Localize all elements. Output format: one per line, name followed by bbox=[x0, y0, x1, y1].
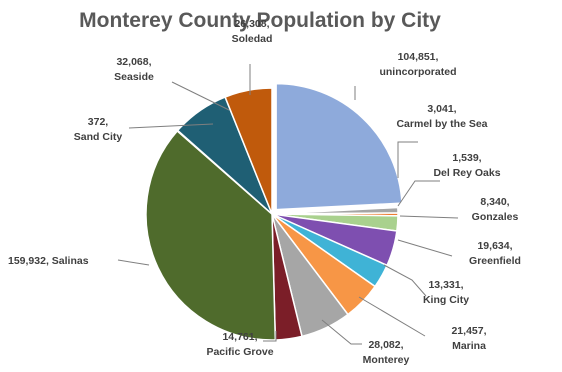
slice-unincorporated bbox=[275, 82, 403, 211]
data-label: 159,932, Salinas bbox=[8, 255, 89, 267]
data-label: 19,634, Greenfield bbox=[469, 240, 521, 267]
data-label: 21,457, Marina bbox=[451, 325, 486, 352]
data-label: 372, Sand City bbox=[74, 116, 123, 143]
leader-line bbox=[117, 259, 150, 266]
chart-title: Monterey County Population by City bbox=[79, 9, 441, 32]
leader-line bbox=[397, 239, 453, 257]
leader-line bbox=[397, 180, 440, 207]
data-labels: 104,851, unincorporated 3,041, Carmel by th… bbox=[8, 18, 521, 366]
leader-line bbox=[397, 141, 418, 178]
data-label: 14,761, Pacific Grove bbox=[206, 331, 273, 358]
data-label: 8,340, Gonzales bbox=[472, 196, 519, 223]
leader-line bbox=[383, 264, 427, 297]
leader-line bbox=[321, 319, 362, 345]
data-label: 3,041, Carmel by the Sea bbox=[396, 103, 487, 130]
leader-line bbox=[128, 123, 214, 129]
leader-line bbox=[263, 331, 277, 342]
leader-lines bbox=[117, 64, 459, 345]
leader-line bbox=[358, 296, 426, 337]
pie-slices bbox=[145, 82, 403, 341]
leader-line bbox=[171, 81, 230, 111]
data-label: 26,308, Soledad bbox=[232, 18, 273, 45]
slice-soledad bbox=[224, 87, 273, 215]
leader-line bbox=[399, 215, 459, 219]
data-label: 32,068, Seaside bbox=[114, 56, 154, 83]
slice-salinas bbox=[145, 129, 277, 341]
data-label: 1,539, Del Rey Oaks bbox=[433, 152, 500, 179]
data-label: 104,851, unincorporated bbox=[379, 51, 456, 78]
data-label: 28,082, Monterey bbox=[363, 339, 410, 366]
data-label: 13,331, King City bbox=[423, 279, 469, 306]
